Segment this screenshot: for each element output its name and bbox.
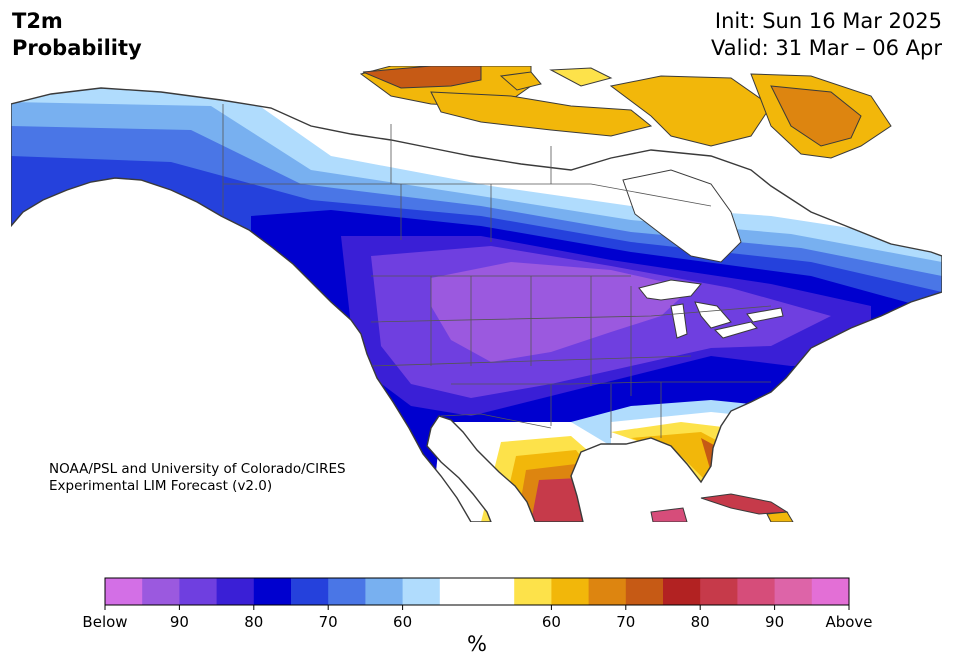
colorbar-cell [514, 578, 552, 605]
colorbar-cell [179, 578, 218, 605]
colorbar-frame [104, 577, 850, 606]
colorbar-cell [811, 578, 850, 605]
credit-line-2: Experimental LIM Forecast (v2.0) [49, 478, 273, 494]
credit-block: NOAA/PSL and University of Colorado/CIRE… [49, 461, 346, 495]
arctic-islands [359, 66, 892, 159]
colorbar-cell [588, 578, 627, 605]
colorbar-cell [625, 578, 664, 605]
colorbar-cell [105, 578, 143, 605]
colorbar-cells [105, 578, 850, 605]
colorbar-cell [737, 578, 776, 605]
caribbean-islands [650, 493, 794, 522]
colorbar-unit: % [467, 632, 487, 656]
colorbar-tick-label: Above [825, 613, 872, 630]
colorbar-ticks: Below 90 80 70 60 60 70 80 90 Above [82, 605, 873, 630]
colorbar-tick-label: 60 [393, 613, 412, 630]
band-mx-a80 [531, 478, 587, 522]
colorbar-cell [142, 578, 180, 605]
credit-line-1: NOAA/PSL and University of Colorado/CIRE… [49, 461, 346, 477]
colorbar-tick-label: 70 [319, 613, 338, 630]
colorbar-tick-label: 70 [616, 613, 635, 630]
colorbar-cell [253, 578, 292, 605]
colorbar-tick-label: 90 [170, 613, 189, 630]
colorbar-tick-label: Below [82, 613, 127, 630]
colorbar-tick-label: 80 [691, 613, 710, 630]
metric-title: Probability [12, 36, 142, 60]
colorbar-cell [216, 578, 255, 605]
colorbar-cell [439, 578, 478, 605]
colorbar-cell [663, 578, 701, 605]
colorbar-cell [328, 578, 366, 605]
colorbar-cell [551, 578, 590, 605]
date-block: Init: Sun 16 Mar 2025 Valid: 31 Mar – 06… [711, 8, 942, 62]
colorbar-tick-label: 90 [765, 613, 784, 630]
colorbar-cell [291, 578, 329, 605]
colorbar-cell [700, 578, 738, 605]
valid-range: Valid: 31 Mar – 06 Apr [711, 36, 942, 60]
hudson-bay [622, 169, 742, 263]
colorbar-cell [774, 578, 813, 605]
political-borders [222, 104, 772, 438]
colorbar-cell [365, 578, 404, 605]
colorbar-tick-label: 80 [244, 613, 263, 630]
band-b95 [431, 262, 691, 362]
title-block: T2m Probability [12, 8, 142, 62]
variable-title: T2m [12, 9, 63, 33]
colorbar-cell [477, 578, 515, 605]
init-date: Init: Sun 16 Mar 2025 [714, 9, 942, 33]
colorbar-cell [402, 578, 441, 605]
forecast-map [11, 66, 942, 522]
colorbar-tick-label: 60 [542, 613, 561, 630]
great-lakes [638, 279, 784, 339]
colorbar: Below 90 80 70 60 60 70 80 90 Above [82, 577, 873, 630]
